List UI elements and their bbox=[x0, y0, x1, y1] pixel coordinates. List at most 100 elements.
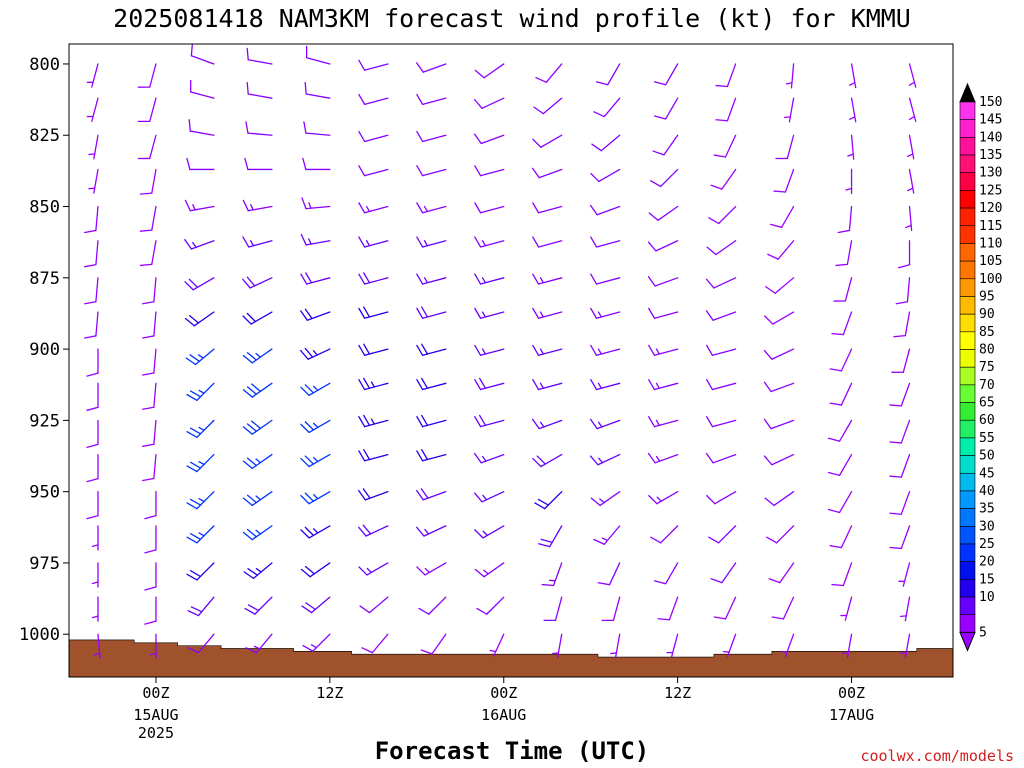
wind-barb-staff bbox=[668, 596, 679, 621]
x-axis-label: Forecast Time (UTC) bbox=[375, 737, 650, 765]
colorbar-label: 115 bbox=[979, 219, 1002, 234]
wind-barb bbox=[829, 382, 853, 406]
wind-barb-flag bbox=[304, 565, 315, 575]
wind-barb bbox=[91, 562, 99, 588]
wind-barb-staff bbox=[479, 240, 505, 248]
wind-barb-flag bbox=[304, 421, 315, 431]
wind-barb bbox=[531, 167, 563, 179]
colorbar-top-arrow bbox=[959, 82, 976, 103]
wind-barb-staff bbox=[846, 633, 853, 659]
wind-barb-flag bbox=[300, 457, 310, 468]
wind-barb bbox=[190, 43, 215, 65]
wind-barb-flag bbox=[532, 457, 542, 468]
colorbar-swatch bbox=[959, 543, 976, 562]
wind-barb-half-flag bbox=[597, 382, 602, 389]
wind-barb bbox=[302, 157, 331, 171]
wind-barb-staff bbox=[197, 633, 215, 654]
wind-barb-flag bbox=[769, 223, 783, 228]
wind-barb bbox=[705, 452, 737, 464]
wind-barb bbox=[358, 488, 389, 501]
colorbar-swatch bbox=[959, 172, 976, 191]
wind-barb-half-flag bbox=[424, 528, 430, 535]
wind-barb-flag bbox=[416, 566, 426, 576]
wind-barb-staff bbox=[479, 311, 505, 319]
wind-barb-flag bbox=[474, 165, 482, 177]
wind-barb-staff bbox=[422, 491, 447, 501]
wind-barb-flag bbox=[648, 307, 656, 319]
wind-barb-flag bbox=[358, 526, 367, 537]
wind-barb-flag bbox=[706, 416, 714, 428]
wind-barb-flag bbox=[532, 236, 540, 248]
wind-barb bbox=[706, 491, 737, 505]
wind-barb-half-flag bbox=[539, 277, 545, 284]
wind-barb bbox=[86, 419, 99, 449]
wind-barb-half-flag bbox=[482, 530, 488, 537]
wind-barb-flag bbox=[242, 236, 250, 248]
wind-barb-flag bbox=[889, 475, 902, 478]
wind-barb-half-flag bbox=[483, 569, 489, 575]
wind-barb-staff bbox=[483, 562, 505, 578]
wind-barb bbox=[141, 382, 157, 410]
wind-barb-staff bbox=[537, 277, 563, 285]
wind-barb-flag bbox=[184, 317, 195, 327]
wind-barb bbox=[358, 236, 389, 248]
wind-barb bbox=[141, 453, 157, 482]
wind-barb-flag bbox=[416, 450, 424, 462]
wind-barb-staff bbox=[422, 63, 447, 73]
wind-barb-half-flag bbox=[539, 311, 545, 318]
wind-barb bbox=[706, 240, 737, 256]
wind-barb bbox=[532, 134, 563, 148]
wind-barb-staff bbox=[190, 240, 215, 250]
wind-barb-half-flag bbox=[313, 456, 319, 463]
wind-barb-half-flag bbox=[424, 567, 430, 574]
wind-barb-half-flag bbox=[370, 381, 375, 388]
wind-barb bbox=[706, 379, 737, 391]
wind-barb bbox=[139, 205, 157, 232]
wind-barb bbox=[543, 596, 563, 622]
wind-barb bbox=[86, 348, 99, 377]
wind-barb-flag bbox=[706, 344, 714, 356]
wind-barb-flag bbox=[358, 566, 368, 576]
wind-barb-flag bbox=[416, 62, 424, 73]
wind-barb bbox=[653, 63, 679, 86]
wind-barb-staff bbox=[149, 63, 157, 88]
wind-barb-flag bbox=[358, 416, 366, 428]
wind-barb-staff bbox=[597, 453, 621, 466]
wind-barb bbox=[186, 525, 215, 544]
wind-barb-staff bbox=[537, 348, 563, 356]
wind-barb-flag bbox=[186, 573, 198, 581]
wind-barb-staff bbox=[779, 562, 795, 584]
wind-barb-flag bbox=[589, 204, 598, 216]
colorbar-label: 95 bbox=[979, 289, 995, 304]
wind-barb-flag bbox=[831, 583, 844, 587]
wind-barb bbox=[141, 311, 157, 339]
wind-barb bbox=[899, 633, 911, 659]
wind-barb-flag bbox=[473, 98, 483, 109]
wind-barb bbox=[780, 633, 795, 658]
wind-barb bbox=[246, 47, 273, 65]
wind-barb-staff bbox=[421, 134, 447, 143]
wind-barb-flag bbox=[589, 455, 599, 466]
wind-barb-staff bbox=[306, 57, 331, 65]
wind-barb bbox=[141, 348, 157, 376]
colorbar-label: 50 bbox=[979, 449, 995, 464]
wind-barb bbox=[300, 382, 331, 396]
colorbar-swatch bbox=[959, 119, 976, 138]
wind-barb-flag bbox=[653, 115, 667, 120]
wind-barb-half-flag bbox=[785, 82, 793, 85]
wind-barb-staff bbox=[91, 63, 99, 88]
wind-barb-staff bbox=[363, 382, 389, 391]
wind-barb-half-flag bbox=[365, 240, 371, 247]
wind-barb-half-flag bbox=[599, 498, 605, 504]
wind-barb-flag bbox=[246, 276, 256, 287]
wind-barb-staff bbox=[544, 491, 563, 510]
wind-barb-half-flag bbox=[310, 644, 318, 649]
wind-barb-half-flag bbox=[423, 240, 429, 247]
wind-barb-staff bbox=[421, 382, 447, 391]
wind-barb-flag bbox=[421, 343, 429, 355]
wind-barb bbox=[706, 416, 737, 428]
wind-barb-staff bbox=[251, 525, 273, 541]
x-tick-label: 00Z bbox=[490, 684, 517, 702]
wind-barb bbox=[648, 379, 679, 391]
